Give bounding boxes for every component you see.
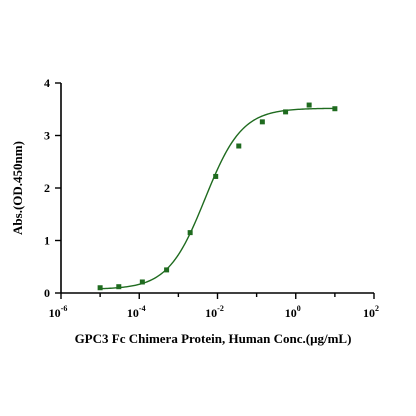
data-points bbox=[97, 102, 338, 291]
y-ticks: 0 1 2 3 4 bbox=[44, 76, 61, 300]
y-tick-label: 0 bbox=[44, 286, 50, 300]
y-tick-label: 4 bbox=[44, 76, 50, 90]
x-tick-label: 10-4 bbox=[127, 304, 146, 320]
x-tick-label: 10-2 bbox=[205, 304, 224, 320]
x-tick-label: 100 bbox=[285, 304, 301, 320]
data-point bbox=[116, 284, 122, 290]
data-point bbox=[164, 267, 170, 273]
axes bbox=[60, 83, 374, 294]
fit-curve bbox=[100, 107, 335, 290]
data-point bbox=[332, 106, 338, 112]
data-point bbox=[97, 285, 103, 291]
x-tick-label: 10-6 bbox=[49, 304, 68, 320]
x-axis-title: GPC3 Fc Chimera Protein, Human Conc.(μg/… bbox=[75, 331, 352, 346]
data-point bbox=[236, 143, 242, 149]
data-point bbox=[283, 109, 289, 115]
y-tick-label: 2 bbox=[44, 181, 50, 195]
y-tick-label: 1 bbox=[44, 234, 50, 248]
x-ticks: 10-6 10-4 10-2 100 102 bbox=[49, 293, 379, 320]
data-point bbox=[213, 173, 219, 179]
y-tick-label: 3 bbox=[44, 129, 50, 143]
data-point bbox=[187, 230, 193, 236]
data-point bbox=[139, 279, 145, 285]
data-point bbox=[306, 102, 312, 108]
x-tick-label: 102 bbox=[363, 304, 379, 320]
fit-curve-group bbox=[100, 107, 335, 290]
y-axis-title: Abs.(OD.450nm) bbox=[10, 141, 25, 235]
data-point bbox=[259, 119, 265, 125]
